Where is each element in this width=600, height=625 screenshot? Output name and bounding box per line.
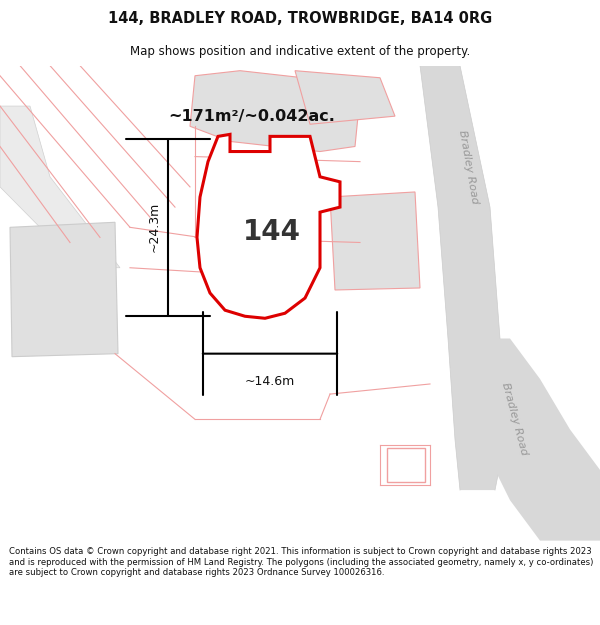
Text: Bradley Road: Bradley Road — [500, 382, 530, 457]
Polygon shape — [0, 106, 120, 268]
Polygon shape — [420, 66, 505, 490]
Text: Map shows position and indicative extent of the property.: Map shows position and indicative extent… — [130, 45, 470, 58]
Text: Contains OS data © Crown copyright and database right 2021. This information is : Contains OS data © Crown copyright and d… — [9, 548, 593, 577]
Polygon shape — [197, 134, 340, 318]
Polygon shape — [10, 222, 118, 357]
Polygon shape — [330, 192, 420, 290]
Text: 144, BRADLEY ROAD, TROWBRIDGE, BA14 0RG: 144, BRADLEY ROAD, TROWBRIDGE, BA14 0RG — [108, 11, 492, 26]
Polygon shape — [295, 71, 395, 124]
Text: ~24.3m: ~24.3m — [148, 202, 161, 252]
Polygon shape — [450, 339, 600, 541]
Text: 144: 144 — [243, 218, 301, 246]
Polygon shape — [190, 71, 360, 151]
Text: Bradley Road: Bradley Road — [457, 129, 479, 204]
Text: ~14.6m: ~14.6m — [245, 376, 295, 389]
Text: ~171m²/~0.042ac.: ~171m²/~0.042ac. — [168, 109, 335, 124]
